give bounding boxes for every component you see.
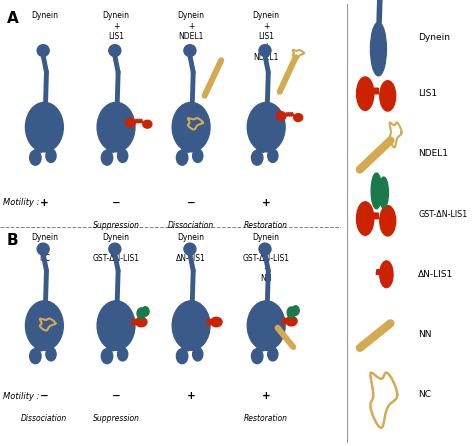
Circle shape: [26, 103, 64, 152]
Circle shape: [247, 301, 285, 350]
Circle shape: [118, 347, 128, 361]
Circle shape: [46, 347, 56, 361]
Text: Restoration: Restoration: [244, 414, 288, 423]
Circle shape: [371, 173, 382, 209]
Circle shape: [172, 103, 210, 152]
Circle shape: [46, 149, 56, 162]
Text: NC: NC: [418, 390, 431, 399]
Text: −: −: [187, 198, 195, 208]
Ellipse shape: [109, 45, 121, 57]
Circle shape: [101, 150, 113, 165]
Text: Dynein
+
GST-ΔN-LIS1
+
NN: Dynein + GST-ΔN-LIS1 + NN: [243, 233, 290, 283]
Text: +: +: [187, 391, 195, 401]
Text: Suppression: Suppression: [92, 414, 139, 423]
Text: +: +: [40, 198, 49, 208]
Circle shape: [142, 307, 149, 316]
Circle shape: [26, 301, 64, 350]
Text: Dynein
+
NC: Dynein + NC: [31, 233, 58, 263]
Circle shape: [176, 150, 188, 165]
Circle shape: [287, 307, 296, 318]
Text: NDEL1: NDEL1: [418, 149, 448, 158]
Ellipse shape: [259, 45, 271, 57]
Circle shape: [379, 177, 388, 208]
Ellipse shape: [184, 243, 196, 255]
Circle shape: [252, 150, 263, 165]
Circle shape: [30, 150, 41, 165]
Circle shape: [30, 349, 41, 363]
Ellipse shape: [294, 114, 303, 121]
Ellipse shape: [276, 112, 286, 120]
Circle shape: [97, 301, 135, 350]
Circle shape: [137, 308, 146, 319]
Text: Suppression: Suppression: [92, 221, 139, 230]
Text: Dissociation: Dissociation: [168, 221, 214, 230]
Text: ΔN-LIS1: ΔN-LIS1: [418, 270, 454, 279]
Ellipse shape: [37, 243, 49, 255]
Text: −: −: [112, 391, 120, 401]
Text: A: A: [7, 11, 18, 26]
Circle shape: [172, 301, 210, 350]
Text: −: −: [112, 198, 120, 208]
Text: Dynein
+
LIS1
+
NDEL1: Dynein + LIS1 + NDEL1: [253, 11, 280, 62]
Ellipse shape: [210, 317, 222, 327]
Ellipse shape: [126, 118, 135, 127]
Circle shape: [371, 22, 386, 76]
Circle shape: [292, 306, 299, 315]
Ellipse shape: [37, 45, 49, 57]
Ellipse shape: [356, 77, 374, 110]
Ellipse shape: [380, 81, 396, 111]
Text: +: +: [262, 391, 271, 401]
Circle shape: [101, 349, 113, 363]
Text: −: −: [40, 391, 49, 401]
Text: Dynein
+
ΔN-LIS1: Dynein + ΔN-LIS1: [176, 233, 206, 263]
Ellipse shape: [380, 206, 396, 236]
Circle shape: [97, 103, 135, 152]
Circle shape: [252, 349, 263, 363]
Text: Motility :: Motility :: [3, 392, 40, 401]
Text: Dynein: Dynein: [418, 33, 450, 42]
Ellipse shape: [136, 317, 147, 327]
Circle shape: [118, 149, 128, 162]
Text: Dissociation: Dissociation: [21, 414, 67, 423]
Ellipse shape: [259, 243, 271, 255]
Text: Dynein: Dynein: [31, 11, 58, 20]
Text: Dynein
+
LIS1: Dynein + LIS1: [102, 11, 129, 41]
Ellipse shape: [109, 243, 121, 255]
Ellipse shape: [184, 45, 196, 57]
Text: Motility :: Motility :: [3, 198, 40, 207]
Text: Restoration: Restoration: [244, 221, 288, 230]
Text: Dynein
+
GST-ΔN-LIS1: Dynein + GST-ΔN-LIS1: [92, 233, 139, 263]
Circle shape: [192, 149, 203, 162]
Ellipse shape: [356, 202, 374, 235]
Circle shape: [176, 349, 188, 363]
Text: Dynein
+
NDEL1: Dynein + NDEL1: [178, 11, 205, 41]
Circle shape: [268, 347, 278, 361]
Ellipse shape: [380, 261, 393, 288]
Text: GST-ΔN-LIS1: GST-ΔN-LIS1: [418, 210, 467, 219]
Ellipse shape: [286, 316, 297, 326]
Text: NN: NN: [418, 330, 432, 339]
Ellipse shape: [143, 120, 152, 128]
Text: LIS1: LIS1: [418, 89, 438, 98]
Circle shape: [192, 347, 203, 361]
Circle shape: [247, 103, 285, 152]
Text: B: B: [7, 233, 18, 248]
Text: +: +: [262, 198, 271, 208]
Circle shape: [268, 149, 278, 162]
